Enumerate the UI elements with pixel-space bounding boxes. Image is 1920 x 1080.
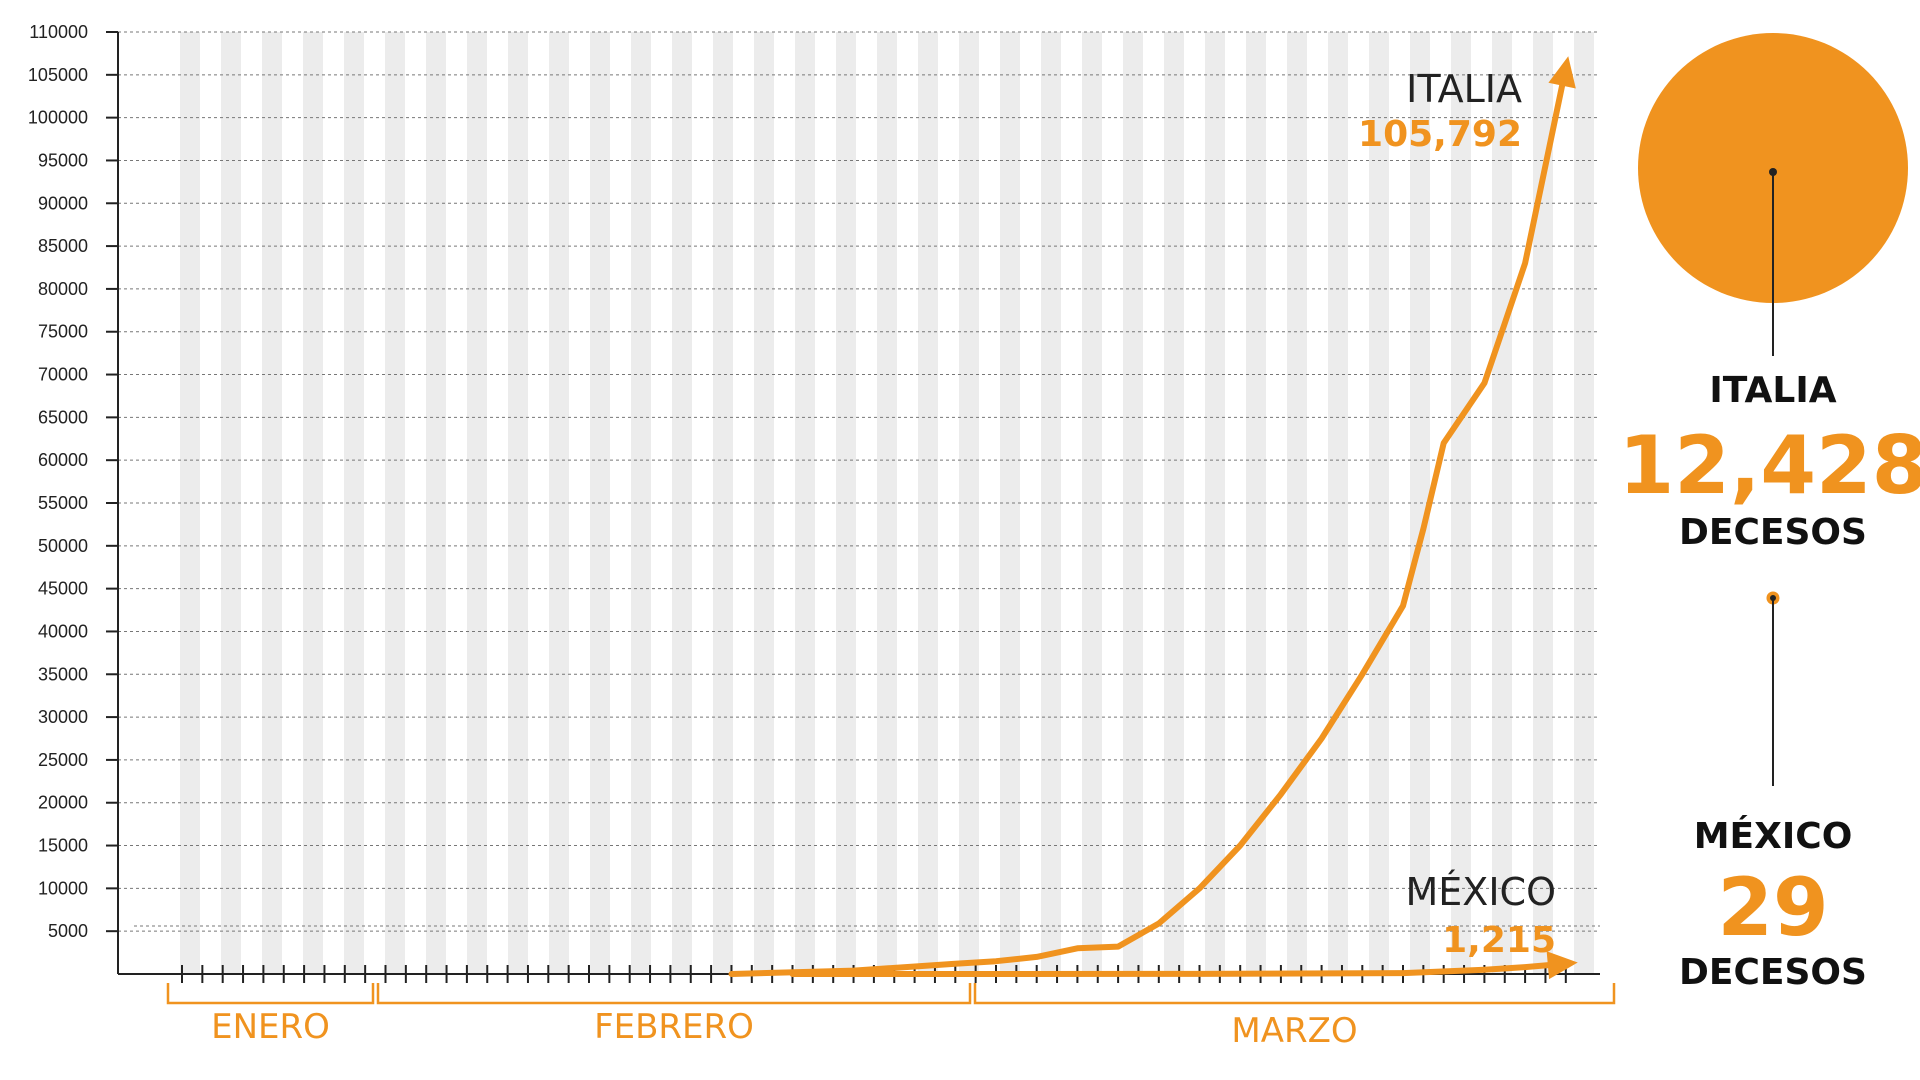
day-band (1492, 32, 1512, 974)
day-band (1205, 32, 1225, 974)
day-band (1533, 32, 1553, 974)
y-tick-label: 40000 (38, 621, 88, 641)
y-tick-label: 10000 (38, 878, 88, 898)
series-value-label: 105,792 (1358, 114, 1522, 155)
italy-deaths-label: DECESOS (1679, 512, 1867, 553)
y-tick-label: 80000 (38, 279, 88, 299)
y-tick-label: 85000 (38, 236, 88, 256)
day-band (262, 32, 282, 974)
day-band (795, 32, 815, 974)
y-tick-label: 15000 (38, 836, 88, 856)
mexico-country-label: MÉXICO (1693, 816, 1853, 857)
day-band (1000, 32, 1020, 974)
month-label: ENERO (211, 1007, 330, 1047)
month-bracket (376, 983, 972, 1005)
mexico-deaths-label: DECESOS (1679, 952, 1867, 993)
y-tick-label: 65000 (38, 407, 88, 427)
day-band (713, 32, 733, 974)
italy-deaths-number: 12,428 (1618, 419, 1920, 512)
y-tick-label: 35000 (38, 664, 88, 684)
y-tick-label: 60000 (38, 450, 88, 470)
y-tick-label: 105000 (28, 65, 88, 85)
y-tick-label: 55000 (38, 493, 88, 513)
y-tick-label: 50000 (38, 536, 88, 556)
y-tick-label: 110000 (29, 22, 88, 42)
day-band (754, 32, 774, 974)
series-value-label: 1,215 (1442, 920, 1556, 961)
gridlines (118, 31, 1600, 932)
y-tick-label: 90000 (38, 193, 88, 213)
month-label: FEBRERO (594, 1007, 754, 1047)
series-lines (728, 56, 1578, 980)
day-band (959, 32, 979, 974)
mexico-deaths-number: 29 (1717, 861, 1829, 954)
month-brackets: ENERO FEBRERO MARZO (166, 983, 1616, 1051)
y-tick-label: 70000 (38, 365, 88, 385)
italy-country-label: ITALIA (1709, 370, 1837, 411)
y-tick-label: 30000 (38, 707, 88, 727)
day-band (1287, 32, 1307, 974)
month-bracket (166, 983, 375, 1005)
y-tick-label: 25000 (38, 750, 88, 770)
series-line-1 (789, 960, 1569, 977)
series-name-label: ITALIA (1406, 67, 1522, 111)
y-tick-label: 5000 (48, 921, 88, 941)
series-line-0 (728, 65, 1569, 977)
y-tick-label: 75000 (38, 322, 88, 342)
day-band (1246, 32, 1266, 974)
day-band (1451, 32, 1471, 974)
y-tick-label: 100000 (28, 108, 88, 128)
series-arrowhead-1 (1546, 951, 1578, 980)
series-arrowhead-0 (1548, 56, 1576, 89)
y-tick-label: 45000 (38, 579, 88, 599)
day-band (221, 32, 241, 974)
series-name-label: MÉXICO (1406, 870, 1556, 914)
y-tick-label: 20000 (38, 793, 88, 813)
day-band (467, 32, 487, 974)
day-band (508, 32, 528, 974)
y-axis-ticks: 5000 10000 15000 20000 25000 30000 35000 40000 4… (28, 22, 118, 941)
y-tick-label: 95000 (38, 150, 88, 170)
month-label: MARZO (1231, 1011, 1357, 1051)
month-bracket (973, 983, 1616, 1005)
